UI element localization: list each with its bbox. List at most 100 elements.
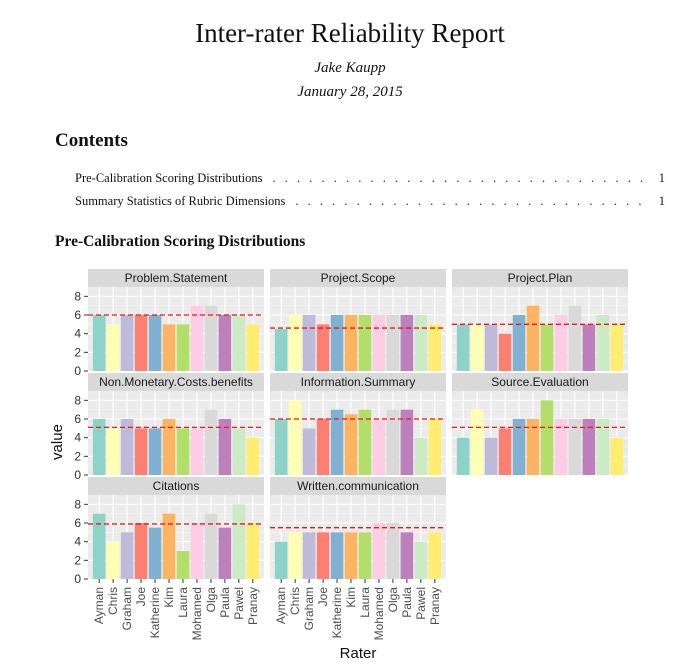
bar-joe (134, 523, 148, 579)
facet-panel: Information.Summary (270, 373, 446, 476)
report-date: January 28, 2015 (297, 84, 403, 100)
bar-joe (316, 419, 330, 475)
bar-paula (218, 527, 232, 579)
facet-strip (270, 477, 446, 495)
facet-panel: Source.Evaluation (452, 373, 628, 476)
facet-strip-label: Non.Monetary.Costs.benefits (99, 375, 253, 389)
faceted-bar-chart: Problem.Statement 0 2 4 6 8 Project.Scope Proje… (49, 269, 628, 662)
bar-pranay (428, 532, 442, 579)
x-tick-label: Kim (162, 587, 176, 608)
bar-olga (386, 409, 400, 475)
bar-chris (288, 315, 302, 371)
bar-pawel (232, 504, 246, 579)
bar-olga (386, 523, 400, 579)
facet-strip (88, 373, 264, 391)
y-tick-label: 2 (74, 345, 81, 359)
facet-strip (88, 269, 264, 287)
bar-kim (162, 324, 176, 371)
y-axis-title: value (49, 424, 66, 460)
y-tick-label: 4 (74, 327, 81, 341)
bar-katherine (148, 428, 162, 475)
bar-paula (582, 419, 596, 475)
x-tick-label: Ayman (92, 587, 106, 624)
facet-strip (452, 269, 628, 287)
y-tick-label: 4 (74, 535, 81, 549)
facet-panel: Project.Scope (270, 269, 446, 372)
facet-panel: Citations 0 2 4 6 8 (74, 477, 264, 586)
bar-graham (302, 532, 316, 579)
bar-chris (106, 541, 120, 579)
toc-entry-label: Summary Statistics of Rubric Dimensions (75, 194, 286, 208)
bar-joe (498, 428, 512, 475)
x-tick-label: Joe (316, 587, 330, 607)
facet-strip (270, 373, 446, 391)
x-tick-label: Pawel (232, 587, 246, 620)
facet-strip (452, 373, 628, 391)
toc-entry[interactable]: Summary Statistics of Rubric Dimensions … (75, 194, 665, 209)
bar-mohamed (554, 315, 568, 371)
bar-ayman (92, 513, 106, 579)
y-tick-label: 2 (74, 553, 81, 567)
bar-kim (344, 532, 358, 579)
bar-laura (540, 400, 554, 475)
bar-chris (106, 324, 120, 371)
bar-katherine (330, 409, 344, 475)
toc-entry-page: 1 (658, 194, 665, 208)
bar-kim (344, 315, 358, 371)
x-tick-label: Joe (134, 587, 148, 607)
y-tick-label: 8 (74, 393, 81, 407)
x-tick-label: Ayman (274, 587, 288, 624)
facet-strip-label: Project.Scope (321, 271, 396, 285)
bar-ayman (274, 541, 288, 579)
facet-strip-label: Written.communication (297, 479, 419, 493)
bar-graham (120, 419, 134, 475)
y-tick-label: 8 (74, 289, 81, 303)
x-tick-label: Mohamed (372, 587, 386, 640)
x-tick-label: Laura (358, 587, 372, 618)
y-tick-label: 6 (74, 412, 81, 426)
section-heading: Pre-Calibration Scoring Distributions (55, 233, 306, 250)
bar-paula (400, 532, 414, 579)
bar-ayman (456, 437, 470, 475)
bar-katherine (148, 527, 162, 579)
bar-paula (218, 419, 232, 475)
y-tick-label: 4 (74, 431, 81, 445)
bar-graham (120, 532, 134, 579)
x-axis-title: Rater (340, 645, 377, 662)
bar-laura (358, 532, 372, 579)
bar-olga (386, 315, 400, 371)
toc-entry-page: 1 (658, 171, 665, 185)
bar-chris (470, 409, 484, 475)
bar-mohamed (372, 315, 386, 371)
x-tick-label: Katherine (148, 587, 162, 639)
bar-laura (176, 428, 190, 475)
bar-mohamed (372, 523, 386, 579)
facet-panel: Problem.Statement 0 2 4 6 8 (74, 269, 264, 378)
bar-olga (568, 419, 582, 475)
bar-pawel (232, 315, 246, 371)
x-tick-label: Olga (204, 587, 218, 613)
bar-olga (204, 513, 218, 579)
x-tick-label: Paula (218, 587, 232, 618)
bar-katherine (148, 315, 162, 371)
bar-kim (162, 513, 176, 579)
bar-pawel (232, 428, 246, 475)
x-tick-label: Graham (120, 587, 134, 630)
bar-pranay (246, 523, 260, 579)
bar-laura (358, 409, 372, 475)
facet-strip-label: Project.Plan (508, 271, 573, 285)
bar-paula (582, 324, 596, 371)
x-tick-label: Kim (344, 587, 358, 608)
y-tick-label: 2 (74, 449, 81, 463)
bar-olga (568, 305, 582, 371)
bar-mohamed (190, 305, 204, 371)
y-tick-label: 6 (74, 308, 81, 322)
bar-mohamed (190, 523, 204, 579)
report-author: Jake Kaupp (314, 60, 386, 76)
bar-pawel (414, 437, 428, 475)
y-tick-label: 0 (74, 468, 81, 482)
facet-panel: Non.Monetary.Costs.benefits 0 2 4 6 8 (74, 373, 264, 482)
bar-ayman (274, 329, 288, 371)
bar-ayman (92, 315, 106, 371)
toc-entry[interactable]: Pre-Calibration Scoring Distributions . … (75, 171, 665, 186)
